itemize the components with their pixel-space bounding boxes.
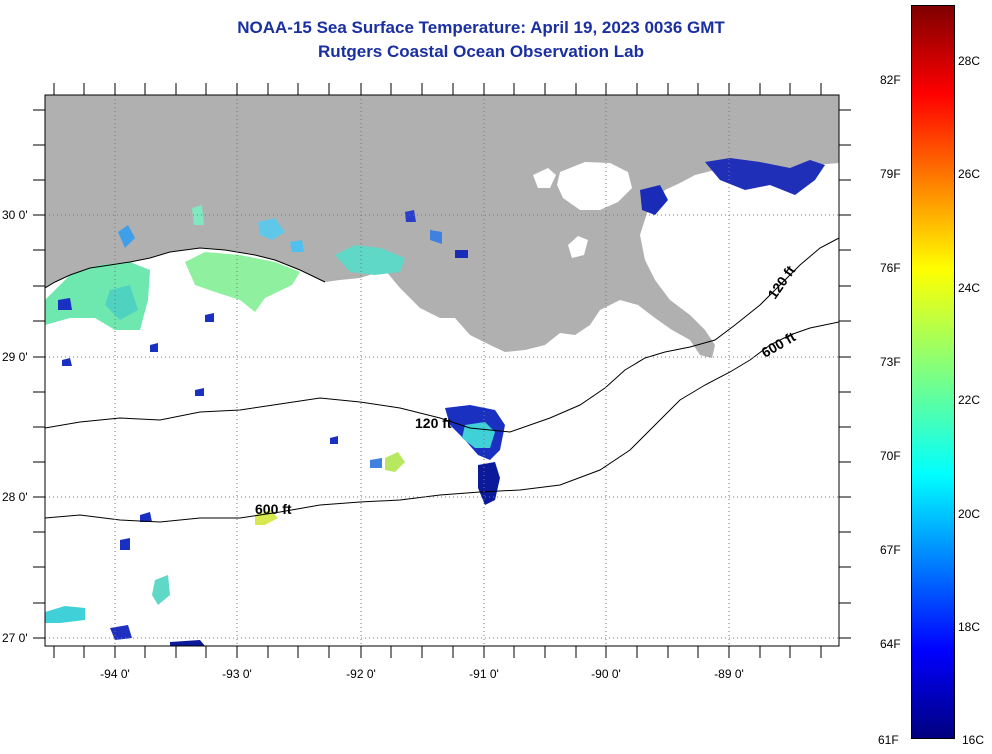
land-mass [45, 95, 839, 358]
lon-label: -92 0' [346, 667, 376, 681]
contour-120ft [45, 237, 839, 433]
colorbar-gradient [912, 6, 954, 738]
lake-small [568, 236, 588, 258]
colorbar-f-label: 79F [880, 167, 901, 181]
lon-label: -90 0' [591, 667, 621, 681]
tick-marks [33, 83, 851, 658]
coastline [45, 247, 326, 289]
lat-label: 30 0' [2, 208, 28, 222]
contour-label: 600 ft [255, 501, 292, 517]
map-title: NOAA-15 Sea Surface Temperature: April 1… [237, 18, 725, 37]
colorbar-c-label: 24C [958, 281, 981, 295]
lat-label: 28 0' [2, 490, 28, 504]
map-subtitle: Rutgers Coastal Ocean Observation Lab [318, 42, 644, 61]
colorbar-c-label: 18C [958, 620, 981, 634]
lon-label: -91 0' [469, 667, 499, 681]
lon-label: -94 0' [100, 667, 130, 681]
colorbar-f-label: 70F [880, 449, 901, 463]
colorbar-c-label: 20C [958, 507, 981, 521]
colorbar-c-label: 26C [958, 167, 981, 181]
bay-water [680, 185, 839, 275]
colorbar [911, 5, 955, 739]
lon-label: -89 0' [714, 667, 744, 681]
map-frame [44, 94, 840, 647]
lake-maurepas [533, 168, 556, 188]
colorbar-c-label: 22C [958, 393, 981, 407]
sst-data [45, 158, 825, 646]
colorbar-f-label: 67F [880, 543, 901, 557]
colorbar-f-label: 82F [880, 73, 901, 87]
colorbar-c-label: 16C [962, 733, 985, 747]
colorbar-f-label: 64F [880, 637, 901, 651]
lake-pontchartrain [557, 162, 632, 210]
lat-label: 29 0' [2, 350, 28, 364]
colorbar-f-label: 76F [880, 261, 901, 275]
grid-lines [45, 95, 839, 646]
lon-label: -93 0' [222, 667, 252, 681]
colorbar-c-label: 28C [958, 54, 981, 68]
lat-label: 27 0' [2, 631, 28, 645]
contour-600ft [45, 321, 839, 523]
colorbar-f-label: 73F [880, 355, 901, 369]
contour-label: 120 ft [415, 415, 452, 431]
colorbar-f-label: 61F [878, 733, 899, 747]
